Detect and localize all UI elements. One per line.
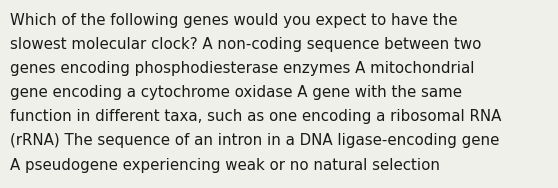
Text: genes encoding phosphodiesterase enzymes A mitochondrial: genes encoding phosphodiesterase enzymes…: [10, 61, 474, 76]
Text: A pseudogene experiencing weak or no natural selection: A pseudogene experiencing weak or no nat…: [10, 158, 440, 173]
Text: gene encoding a cytochrome oxidase A gene with the same: gene encoding a cytochrome oxidase A gen…: [10, 85, 462, 100]
Text: slowest molecular clock? A non-coding sequence between two: slowest molecular clock? A non-coding se…: [10, 37, 482, 52]
Text: Which of the following genes would you expect to have the: Which of the following genes would you e…: [10, 13, 458, 28]
Text: function in different taxa, such as one encoding a ribosomal RNA: function in different taxa, such as one …: [10, 109, 502, 124]
Text: (rRNA) The sequence of an intron in a DNA ligase-encoding gene: (rRNA) The sequence of an intron in a DN…: [10, 133, 499, 149]
